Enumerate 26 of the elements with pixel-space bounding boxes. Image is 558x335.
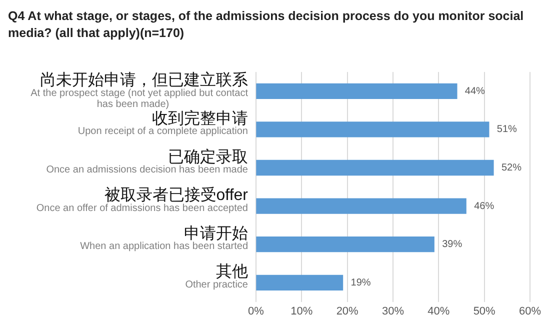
x-tick-label: 10% bbox=[290, 305, 313, 318]
y-tick-label: 收到完整申请 Upon receipt of a complete application bbox=[78, 109, 248, 138]
data-label: 46% bbox=[474, 200, 494, 212]
y-tick-label: 申请开始 When an application has been started bbox=[80, 224, 248, 252]
y-tick-label: 其他 Other practice bbox=[185, 262, 248, 290]
bar bbox=[256, 274, 344, 290]
x-tick-label: 20% bbox=[336, 305, 359, 318]
x-tick-label: 50% bbox=[473, 305, 496, 318]
data-label: 39% bbox=[442, 239, 462, 250]
data-label: 52% bbox=[501, 162, 522, 174]
x-tick-label: 60% bbox=[518, 305, 542, 318]
chart-title: Q4 At what stage, or stages, of the admissions decision process do you monitor social media? (all that apply)(n=170) bbox=[8, 8, 525, 42]
y-tick-label: 已确定录取 Once an admissions decision has been made bbox=[46, 148, 248, 176]
data-label: 51% bbox=[496, 124, 518, 136]
data-label: 19% bbox=[350, 277, 371, 288]
bar bbox=[256, 122, 490, 138]
bar bbox=[256, 236, 434, 252]
y-tick-label: 尚未开始申请，但已建立联系 At the prospect stage (not yet applied but contact has been made) bbox=[30, 71, 248, 110]
y-tick-label: 被取录者已接受offer Once an offer of admissions has been accepted bbox=[36, 186, 249, 214]
bar bbox=[256, 160, 494, 176]
x-tick-label: 40% bbox=[428, 305, 450, 318]
data-label: 44% bbox=[464, 86, 486, 97]
bar bbox=[256, 83, 458, 99]
x-tick-label: 30% bbox=[382, 305, 404, 318]
x-tick-label: 0% bbox=[248, 305, 264, 318]
bar bbox=[256, 198, 466, 214]
